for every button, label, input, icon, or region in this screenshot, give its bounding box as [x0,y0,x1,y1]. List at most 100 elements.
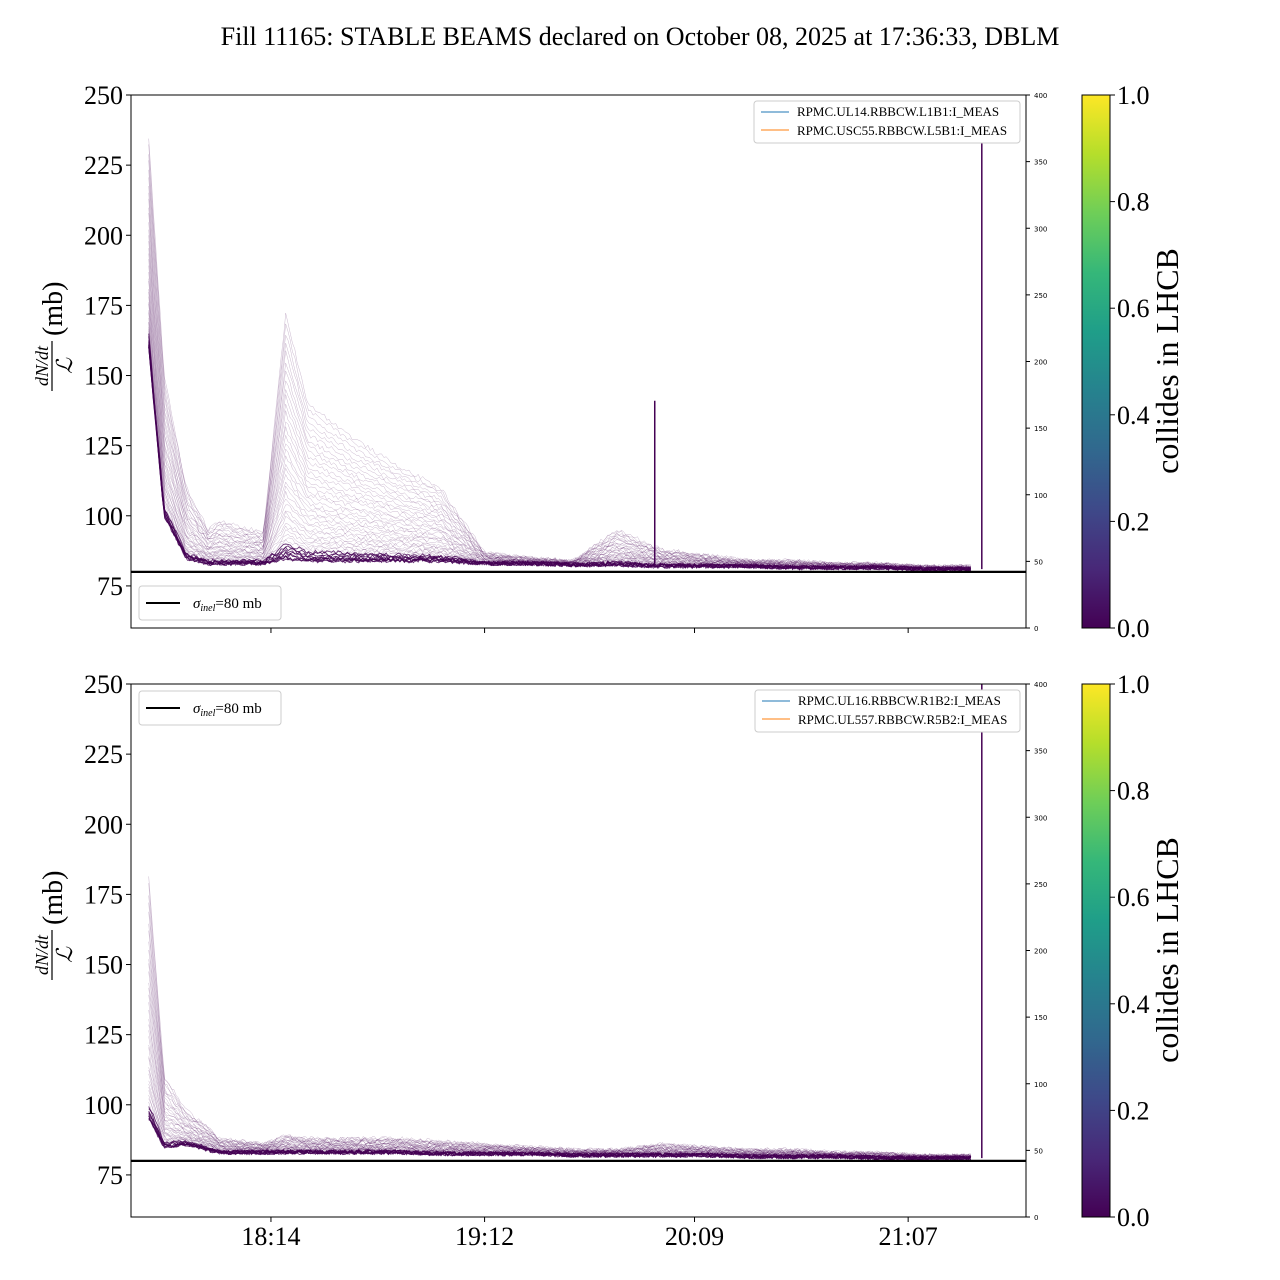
trace-line [148,271,971,571]
y2-tick-label: 200 [1034,948,1047,956]
colorbar-top: 0.0 0.2 0.4 0.6 0.8 1.0 collides in LHCB [1081,81,1185,643]
trace-line [148,265,971,571]
y-axis-label-denominator: ℒ [52,946,77,963]
y-tick-label: 75 [97,572,123,601]
trace-line [148,902,971,1159]
legend-entry-2: RPMC.UL557.RBBCW.R5B2:I_MEAS [798,712,1007,727]
colorbar-ticks: 0.0 0.2 0.4 0.6 0.8 1.0 [1110,670,1150,1232]
y2-tick-label: 400 [1034,681,1047,689]
y-tick-label: 250 [84,81,123,110]
trace-line [148,1083,971,1161]
y-tick-label: 125 [84,432,123,461]
y-axis-right: 0 50 100 150 200 250 300 350 400 [1026,92,1047,633]
trace-line [148,1073,971,1160]
y-axis-label: dN/dt ℒ (mb) [32,282,77,391]
threshold-legend-label: σinel=80 mb [193,596,262,614]
trace-line [148,994,971,1160]
colorbar-tick-label: 0.6 [1117,294,1150,323]
trace-line [148,1086,971,1161]
y-tick-label: 75 [97,1161,123,1190]
colorbar-label: collides in LHCB [1149,837,1185,1063]
x-tick-label: 19:12 [455,1222,514,1251]
colorbar-tick-label: 1.0 [1117,670,1150,699]
y-tick-label: 200 [84,221,123,250]
trace-line [148,1057,971,1160]
colorbar-label: collides in LHCB [1149,248,1185,474]
trace-line [148,317,971,571]
current-legend-box [753,100,1021,144]
trace-line [148,138,971,569]
trace-line [148,303,971,571]
trace-line [148,169,971,569]
trace-line [148,310,971,572]
y-tick-label: 100 [84,502,123,531]
y2-tick-label: 50 [1034,558,1043,566]
trace-group [131,684,1026,1162]
trace-line [148,253,972,571]
colorbar-tick-label: 0.2 [1117,1096,1150,1125]
y-tick-label: 100 [84,1091,123,1120]
trace-line [148,222,971,570]
panel-top: 75 100 125 150 175 200 225 250 0 50 100 150 200 250 3… [32,81,1047,633]
y2-tick-label: 350 [1034,159,1047,167]
panel-bottom: 75 100 125 150 175 200 225 250 0 50 100 150 200 250 3… [32,670,1047,1251]
y2-tick-label: 300 [1034,225,1047,233]
trace-line [148,312,971,571]
current-legend: RPMC.UL16.RBBCW.R1B2:I_MEAS RPMC.UL557.R… [754,689,1021,733]
y-tick-label: 150 [84,951,123,980]
trace-line [148,342,971,572]
y2-tick-label: 200 [1034,359,1047,367]
trace-line [148,328,971,572]
trace-line [148,941,972,1159]
trace-line [148,144,971,569]
y2-tick-label: 400 [1034,92,1047,100]
legend-entry-1: RPMC.UL16.RBBCW.R1B2:I_MEAS [798,693,1001,708]
y-axis-label: dN/dt ℒ (mb) [32,871,77,980]
y-axis-left: 75 100 125 150 175 200 225 250 [84,670,131,1190]
colorbar-tick-label: 0.4 [1117,401,1150,430]
trace-line [148,248,971,571]
trace-line [148,959,971,1159]
y2-tick-label: 100 [1034,1081,1047,1089]
trace-line [148,1024,971,1160]
y-axis-right: 0 50 100 150 200 250 300 350 400 [1026,681,1047,1222]
y-tick-label: 175 [84,291,123,320]
colorbar-tick-label: 0.0 [1117,614,1150,643]
y-tick-label: 225 [84,740,123,769]
trace-line [148,876,971,1158]
legend-entry-1: RPMC.UL14.RBBCW.L1B1:I_MEAS [797,104,999,119]
trace-line [148,185,971,569]
trace-line [148,1047,971,1160]
x-tick-label: 20:09 [665,1222,724,1251]
trace-line [148,296,971,571]
trace-line [148,278,971,571]
plot-frame [130,683,1027,1218]
trace-line [148,177,971,570]
trace-line [148,1009,971,1160]
trace-line [148,1106,971,1161]
trace-line [148,883,971,1158]
trace-line [148,326,971,572]
trace-line [148,259,972,571]
y-tick-label: 200 [84,810,123,839]
y2-tick-label: 250 [1034,292,1047,300]
trace-line [148,160,971,569]
y-axis-label-unit: (mb) [38,282,69,336]
y-axis-label-numerator: dN/dt [32,934,52,975]
trace-line [148,235,971,571]
y-axis-left: 75 100 125 150 175 200 225 250 [84,81,131,601]
y-tick-label: 175 [84,880,123,909]
y2-tick-label: 0 [1034,1214,1038,1222]
trace-line [148,987,971,1160]
y2-tick-label: 300 [1034,814,1047,822]
trace-line [148,1098,971,1161]
y2-tick-label: 50 [1034,1147,1043,1155]
trace-line [148,1090,971,1161]
trace-line [148,291,971,571]
trace-line [148,923,971,1158]
trace-line [148,333,971,572]
trace-line [148,322,971,572]
y-tick-label: 125 [84,1021,123,1050]
x-axis [270,628,909,633]
